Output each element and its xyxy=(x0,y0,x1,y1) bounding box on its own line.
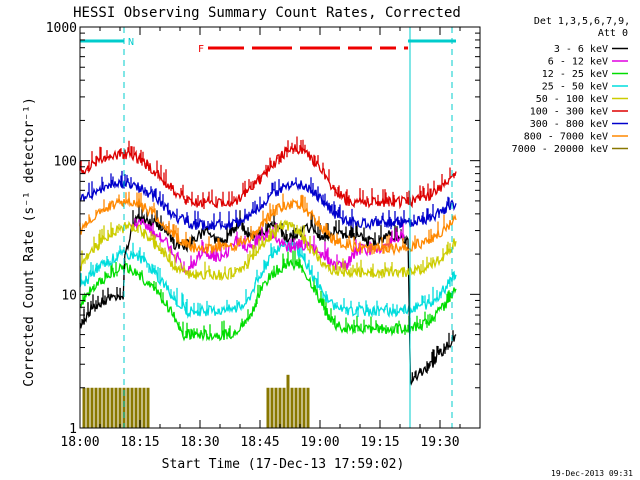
y-axis-label: Corrected Count Rate (s⁻¹ detector⁻¹) xyxy=(22,97,37,387)
plot-area: NF 18:00 18:15 18:30 18:45 19:00 19:15 19:3011… xyxy=(46,21,481,450)
legend-label: 50 - 100 keV xyxy=(536,94,608,105)
y-tick-label: 10 xyxy=(61,288,77,303)
series-lines xyxy=(79,136,457,428)
legend: Det 1,3,5,6,7,9,Att 0 3 - 6 keV 6 - 12 keV… xyxy=(512,16,630,155)
series-line-300-800-kev xyxy=(79,170,457,231)
legend-header: Det 1,3,5,6,7,9, xyxy=(534,16,630,27)
x-tick-label: 19:15 xyxy=(360,435,399,450)
series-line-800-7000-kev xyxy=(79,191,457,257)
legend-label: 6 - 12 keV xyxy=(548,57,608,68)
y-tick-label: 100 xyxy=(54,155,77,170)
series-line-6-12-kev xyxy=(131,218,405,275)
axis-ticks: 18:00 18:15 18:30 18:45 19:00 19:15 19:30 1 10 10… xyxy=(46,21,481,450)
series-line-50-100-kev xyxy=(79,219,457,282)
y-tick-label: 1000 xyxy=(46,21,77,36)
x-tick-label: 18:15 xyxy=(120,435,159,450)
series-line-12-25-kev xyxy=(79,249,457,342)
legend-header: Att 0 xyxy=(598,28,628,39)
legend-label: 7000 - 20000 keV xyxy=(512,144,608,155)
x-tick-label: 18:00 xyxy=(60,435,99,450)
x-tick-label: 19:30 xyxy=(420,435,459,450)
x-tick-label: 19:00 xyxy=(300,435,339,450)
legend-label: 25 - 50 keV xyxy=(542,82,608,93)
legend-label: 12 - 25 keV xyxy=(542,69,608,80)
flare-label: F xyxy=(198,44,204,55)
chart-title: HESSI Observing Summary Count Rates, Cor… xyxy=(73,5,461,21)
legend-label: 100 - 300 keV xyxy=(530,107,608,118)
series-line-25-50-kev xyxy=(79,238,457,319)
legend-label: 800 - 7000 keV xyxy=(524,132,608,143)
y-axis-label-group: Corrected Count Rate (s⁻¹ detector⁻¹) xyxy=(22,97,37,387)
legend-label: 3 - 6 keV xyxy=(554,44,608,55)
night-label: N xyxy=(128,37,134,48)
x-axis-label: Start Time (17-Dec-13 17:59:02) xyxy=(162,457,405,472)
series-line-100-300-kev xyxy=(79,136,457,210)
x-tick-label: 18:45 xyxy=(240,435,279,450)
y-tick-label: 1 xyxy=(69,422,77,437)
x-tick-label: 18:30 xyxy=(180,435,219,450)
legend-label: 300 - 800 keV xyxy=(530,119,608,130)
timestamp: 19-Dec-2013 09:31 xyxy=(551,469,633,478)
